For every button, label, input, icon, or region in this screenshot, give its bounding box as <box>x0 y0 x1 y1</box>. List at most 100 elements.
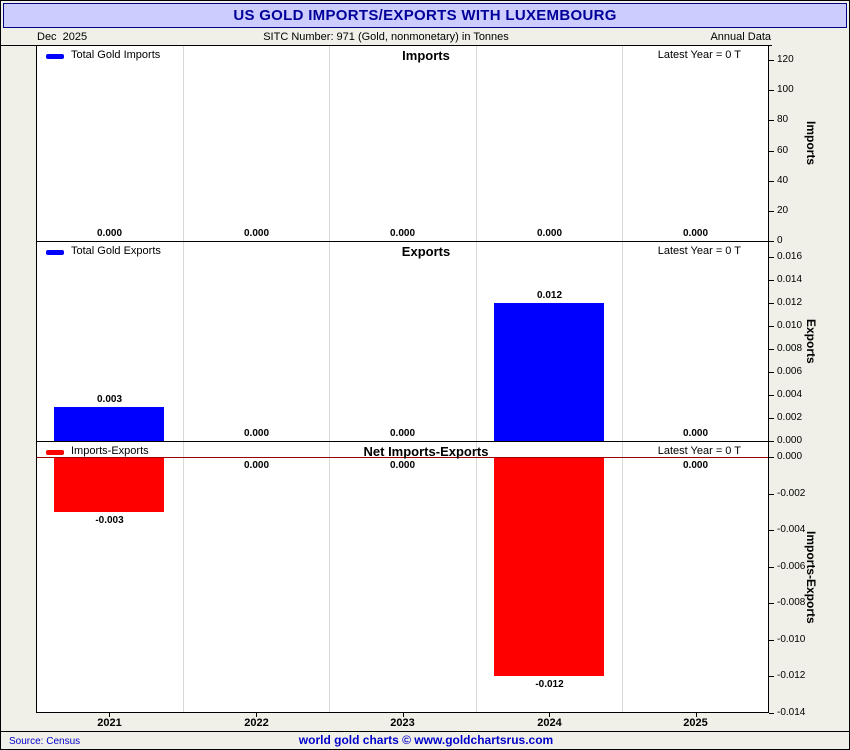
value-label: 0.000 <box>243 460 270 471</box>
y-tick-label: 0.008 <box>777 343 803 354</box>
plot-area <box>36 45 769 713</box>
y-tick <box>769 241 774 242</box>
y-tick <box>769 303 774 304</box>
y-tick-label: 0.012 <box>777 297 803 308</box>
value-label: 0.000 <box>96 228 123 239</box>
zero-line <box>37 457 768 458</box>
y-tick <box>769 640 774 641</box>
latest-year-label: Latest Year = 0 T <box>657 445 741 457</box>
x-tick <box>109 713 110 717</box>
x-tick-label: 2024 <box>537 717 562 729</box>
y-tick-label: -0.002 <box>777 488 806 499</box>
legend-swatch <box>46 450 64 455</box>
panel-separator <box>37 241 768 242</box>
value-label: 0.000 <box>536 228 563 239</box>
header-underline <box>769 45 772 46</box>
y-tick-label: 80 <box>777 114 789 125</box>
value-label: 0.000 <box>682 228 709 239</box>
legend-label: Total Gold Imports <box>71 49 161 61</box>
gridline <box>329 46 330 712</box>
latest-year-label: Latest Year = 0 T <box>657 49 741 61</box>
value-label: 0.000 <box>389 228 416 239</box>
y-tick <box>769 120 774 121</box>
x-tick <box>549 713 550 717</box>
y-tick-label: 0.004 <box>777 389 803 400</box>
value-label: 0.000 <box>389 428 416 439</box>
x-tick <box>403 713 404 717</box>
value-label: 0.003 <box>96 394 123 405</box>
bar <box>54 457 164 512</box>
bar <box>494 457 604 676</box>
y-tick <box>769 713 774 714</box>
y-tick-label: 20 <box>777 205 789 216</box>
value-label: 0.000 <box>682 428 709 439</box>
gridline <box>183 46 184 712</box>
value-label: 0.000 <box>389 460 416 471</box>
panel-title: Imports <box>402 48 450 63</box>
footer-credit: world gold charts © www.goldchartsrus.co… <box>298 733 554 747</box>
y-tick <box>769 567 774 568</box>
latest-year-label: Latest Year = 0 T <box>657 245 741 257</box>
x-tick <box>696 713 697 717</box>
y-tick <box>769 457 774 458</box>
y-tick <box>769 90 774 91</box>
y-tick-label: -0.012 <box>777 670 806 681</box>
value-label: 0.012 <box>536 290 563 301</box>
x-tick-label: 2021 <box>97 717 122 729</box>
y-axis-label: Exports <box>804 318 818 364</box>
y-tick-label: 0.014 <box>777 274 803 285</box>
y-tick <box>769 530 774 531</box>
y-tick <box>769 603 774 604</box>
header-underline <box>1 45 36 46</box>
chart-title-bar: US GOLD IMPORTS/EXPORTS WITH LUXEMBOURG <box>3 3 847 28</box>
chart-title: US GOLD IMPORTS/EXPORTS WITH LUXEMBOURG <box>233 7 617 24</box>
legend-swatch <box>46 54 64 59</box>
y-tick <box>769 60 774 61</box>
legend-label: Imports-Exports <box>71 445 149 457</box>
header-date: Dec 2025 <box>37 31 88 43</box>
bar <box>54 407 164 441</box>
y-tick <box>769 280 774 281</box>
y-tick <box>769 395 774 396</box>
x-tick-label: 2022 <box>244 717 269 729</box>
y-tick-label: 0.016 <box>777 251 803 262</box>
y-tick-label: 0 <box>777 235 783 246</box>
value-label: 0.000 <box>682 460 709 471</box>
y-tick-label: 100 <box>777 84 794 95</box>
y-tick-label: -0.006 <box>777 561 806 572</box>
y-tick-label: 120 <box>777 54 794 65</box>
y-tick <box>769 372 774 373</box>
gridline <box>622 46 623 712</box>
y-tick <box>769 326 774 327</box>
y-tick <box>769 441 774 442</box>
panel-separator <box>37 441 768 442</box>
y-tick <box>769 257 774 258</box>
y-tick-label: -0.008 <box>777 597 806 608</box>
x-tick <box>256 713 257 717</box>
value-label: -0.003 <box>95 515 124 526</box>
y-tick-label: 0.000 <box>777 435 803 446</box>
x-tick-label: 2025 <box>683 717 708 729</box>
y-axis-label: Imports <box>804 120 818 165</box>
bar <box>494 303 604 441</box>
header-sitc-number: SITC Number: 971 (Gold, nonmonetary) in … <box>263 31 509 43</box>
header-frequency: Annual Data <box>710 31 771 43</box>
y-tick-label: 0.010 <box>777 320 803 331</box>
y-tick-label: 0.000 <box>777 451 803 462</box>
panel-title: Exports <box>401 244 451 259</box>
legend-label: Total Gold Exports <box>71 245 161 257</box>
y-tick <box>769 211 774 212</box>
y-tick-label: 40 <box>777 175 789 186</box>
legend-swatch <box>46 250 64 255</box>
value-label: 0.000 <box>243 428 270 439</box>
footer-source: Source: Census <box>9 736 81 747</box>
y-tick-label: 0.002 <box>777 412 803 423</box>
y-tick-label: -0.014 <box>777 707 806 718</box>
y-tick <box>769 349 774 350</box>
panel-title: Net Imports-Exports <box>363 444 489 459</box>
bottom-rule <box>1 731 849 732</box>
x-tick-label: 2023 <box>390 717 415 729</box>
y-tick <box>769 418 774 419</box>
